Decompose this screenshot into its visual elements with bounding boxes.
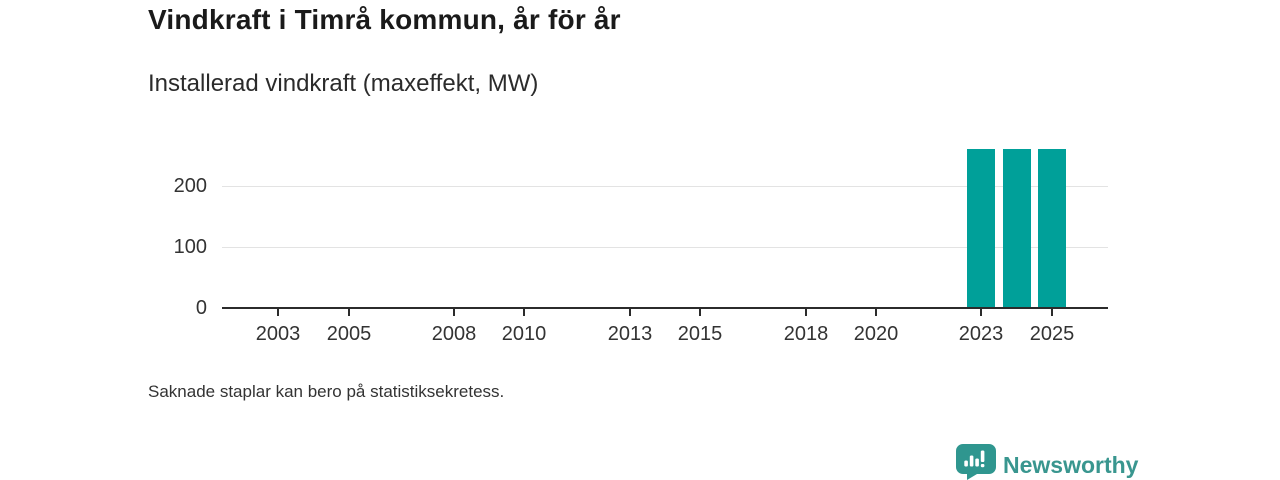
x-axis-label-2018: 2018 bbox=[783, 323, 829, 345]
x-tick-2023 bbox=[980, 309, 982, 316]
x-axis-label-2003: 2003 bbox=[255, 323, 301, 345]
x-tick-2025 bbox=[1051, 309, 1053, 316]
bar-2023 bbox=[967, 149, 995, 308]
y-gridline-200 bbox=[222, 186, 1108, 187]
x-axis-label-2023: 2023 bbox=[958, 323, 1004, 345]
x-tick-2008 bbox=[453, 309, 455, 316]
y-gridline-100 bbox=[222, 247, 1108, 248]
x-axis-label-2015: 2015 bbox=[677, 323, 723, 345]
x-axis-line bbox=[222, 307, 1108, 309]
x-tick-2013 bbox=[629, 309, 631, 316]
x-axis-label-2025: 2025 bbox=[1029, 323, 1075, 345]
x-axis-label-2005: 2005 bbox=[326, 323, 372, 345]
x-axis-label-2020: 2020 bbox=[853, 323, 899, 345]
x-tick-2003 bbox=[277, 309, 279, 316]
x-tick-2018 bbox=[805, 309, 807, 316]
chart-subtitle: Installerad vindkraft (maxeffekt, MW) bbox=[148, 70, 539, 97]
chart-footnote: Saknade staplar kan bero på statistiksek… bbox=[148, 382, 505, 401]
y-axis-label-200: 200 bbox=[173, 175, 207, 197]
newsworthy-speech-bubble-bar-chart-icon bbox=[956, 444, 996, 480]
y-axis-label-0: 0 bbox=[195, 297, 207, 319]
x-axis-label-2010: 2010 bbox=[501, 323, 547, 345]
x-axis-label-2013: 2013 bbox=[607, 323, 653, 345]
x-axis-label-2008: 2008 bbox=[431, 323, 477, 345]
newsworthy-wordmark: Newsworthy bbox=[1003, 451, 1139, 478]
x-tick-2020 bbox=[875, 309, 877, 316]
x-tick-2005 bbox=[348, 309, 350, 316]
bar-2024 bbox=[1003, 149, 1031, 308]
x-tick-2010 bbox=[523, 309, 525, 316]
chart-title: Vindkraft i Timrå kommun, år för år bbox=[148, 4, 621, 35]
y-axis-label-100: 100 bbox=[173, 236, 207, 258]
bar-2025 bbox=[1038, 149, 1066, 308]
newsworthy-branding: Newsworthy bbox=[956, 444, 1138, 480]
x-tick-2015 bbox=[699, 309, 701, 316]
